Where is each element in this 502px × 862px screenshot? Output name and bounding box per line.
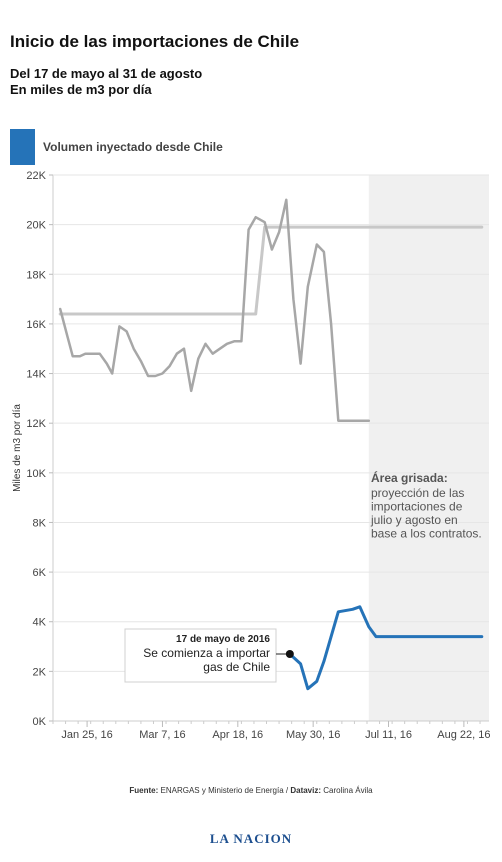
- legend-label: Volumen inyectado desde Chile: [43, 140, 223, 154]
- y-tick-label: 14K: [26, 369, 46, 381]
- y-tick-label: 8K: [33, 517, 47, 529]
- dataviz-text: Carolina Ávila: [321, 786, 373, 795]
- projection-shaded-area: [368, 175, 489, 721]
- annotation-title: 17 de mayo de 2016: [176, 634, 270, 645]
- y-tick-label: 18K: [26, 269, 46, 281]
- series-line-chile-injection: [288, 605, 484, 691]
- annotation-text: gas de Chile: [203, 660, 270, 674]
- chart-subtitle: Del 17 de mayo al 31 de agosto En miles …: [10, 66, 202, 98]
- series-line-daily-volume: [58, 198, 371, 422]
- source-text: ENARGAS y Ministerio de Energía /: [158, 786, 291, 795]
- x-tick-label: Apr 18, 16: [212, 729, 263, 741]
- subtitle-unit: En miles de m3 por día: [10, 82, 152, 97]
- y-tick-label: 16K: [26, 319, 46, 331]
- shaded-note-text: julio y agosto en: [370, 513, 458, 527]
- brand-logo: LA NACION: [209, 831, 293, 846]
- x-tick-label: Jan 25, 16: [61, 729, 112, 741]
- shaded-note-text: proyección de las: [371, 486, 464, 500]
- dataviz-label: Dataviz:: [290, 786, 322, 795]
- shaded-note-title: Área grisada:: [371, 470, 448, 485]
- y-tick-label: 0K: [33, 716, 47, 728]
- x-tick-label: May 30, 16: [286, 729, 340, 741]
- legend: Volumen inyectado desde Chile: [10, 129, 223, 165]
- source-label: Fuente:: [129, 786, 159, 795]
- source-credits: Fuente: ENARGAS y Ministerio de Energía …: [0, 786, 502, 795]
- x-tick-label: Jul 11, 16: [365, 729, 412, 741]
- annotation-marker: [285, 649, 294, 658]
- series-line-contract-level: [58, 225, 484, 316]
- y-tick-label: 22K: [26, 170, 46, 182]
- y-axis-title: Miles de m3 por día: [12, 404, 23, 492]
- y-tick-label: 10K: [26, 468, 46, 480]
- annotation-box: [124, 628, 277, 683]
- x-tick-label: Mar 7, 16: [139, 729, 185, 741]
- y-tick-label: 20K: [26, 220, 46, 232]
- legend-swatch: [10, 129, 35, 165]
- y-tick-label: 6K: [33, 567, 47, 579]
- line-chart: 0K 2K 4K 6K 8K 10K 12K 14K 16K 18K 20K 22K Jan 25, 1…: [12, 170, 490, 741]
- y-tick-label: 12K: [26, 418, 46, 430]
- shaded-note-text: base a los contratos.: [371, 527, 482, 541]
- annotation-text: Se comienza a importar: [143, 646, 270, 660]
- shaded-note-text: importaciones de: [371, 500, 463, 514]
- x-tick-label: Aug 22, 16: [437, 729, 490, 741]
- y-tick-label: 4K: [33, 617, 47, 629]
- chart-title: Inicio de las importaciones de Chile: [10, 32, 300, 51]
- y-tick-label: 2K: [33, 666, 47, 678]
- subtitle-period: Del 17 de mayo al 31 de agosto: [10, 66, 203, 81]
